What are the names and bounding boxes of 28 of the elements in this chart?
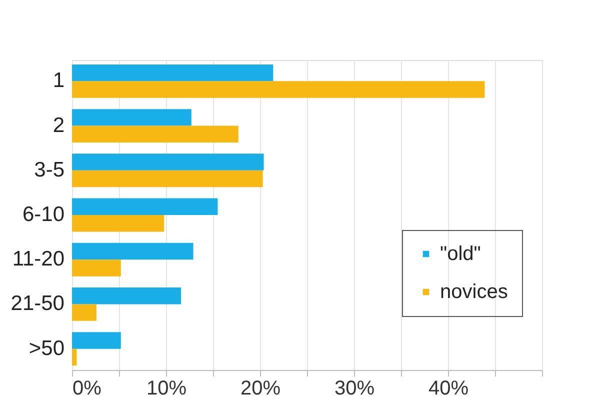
x-tick-label: 0%	[72, 378, 102, 400]
bar	[72, 242, 194, 260]
bar	[72, 304, 96, 321]
x-tick-label: 20%	[240, 378, 281, 400]
legend-label: novices	[440, 281, 508, 303]
bar	[72, 260, 121, 276]
y-tick-label: 2	[52, 114, 64, 137]
y-tick-label: 6-10	[22, 203, 64, 226]
y-tick-label: >50	[28, 336, 64, 360]
x-tick-label: 40%	[428, 378, 469, 400]
legend-label: "old"	[440, 243, 481, 265]
bar	[72, 126, 238, 143]
bar	[72, 109, 192, 126]
y-tick-label: 11-20	[12, 248, 64, 271]
y-tick-label: 1	[52, 69, 64, 92]
bar	[72, 332, 121, 349]
bar	[72, 287, 182, 304]
y-tick-label: 21-50	[10, 292, 64, 316]
y-tick-label: 3-5	[34, 158, 64, 182]
bar	[72, 198, 218, 215]
x-tick-label: 30%	[334, 378, 375, 400]
bar	[72, 215, 164, 232]
bar	[72, 81, 485, 98]
bar	[72, 348, 77, 366]
x-tick-label: 10%	[146, 378, 187, 400]
bar	[72, 154, 264, 170]
bar	[72, 64, 274, 82]
bar	[72, 170, 263, 188]
